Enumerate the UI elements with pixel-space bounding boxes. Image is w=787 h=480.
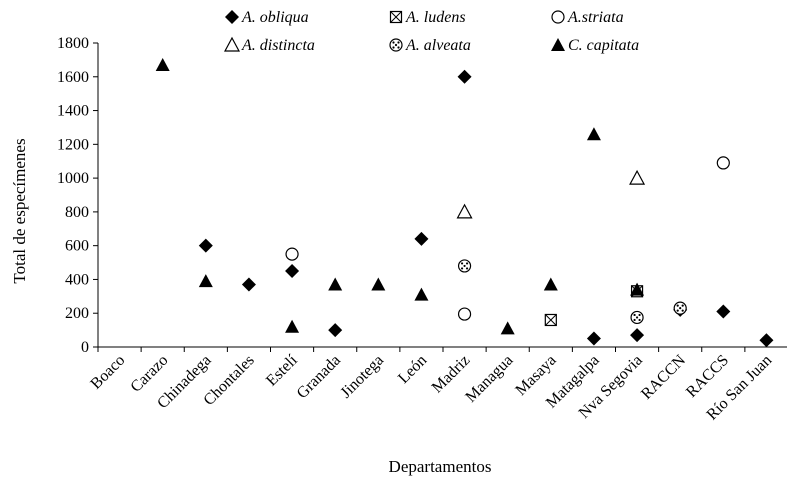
legend-marker: [389, 38, 403, 52]
data-point: [630, 328, 645, 343]
legend-label: A. ludens: [405, 9, 466, 26]
x-tick-label: León: [395, 352, 430, 387]
y-tick-label: 1400: [57, 103, 89, 120]
data-point: [328, 277, 343, 291]
data-point: [759, 333, 774, 348]
legend-marker: [551, 38, 565, 51]
data-point: [716, 156, 730, 170]
data-point: [457, 259, 472, 273]
data-point: [198, 238, 213, 253]
data-point: [457, 69, 472, 84]
legend-marker: [225, 10, 239, 24]
data-point: [673, 301, 687, 315]
legend-item: A. obliqua: [225, 9, 309, 26]
x-tick-label: Granada: [294, 352, 344, 402]
axes: [97, 43, 787, 348]
data-point: [371, 277, 386, 291]
legend-marker: [389, 10, 403, 24]
data-points: [155, 57, 774, 348]
y-tick-label: 400: [65, 271, 89, 288]
y-tick-label: 600: [65, 238, 89, 255]
data-point: [543, 277, 558, 291]
data-point: [586, 331, 601, 346]
y-tick-label: 1200: [57, 136, 89, 153]
data-point: [630, 310, 644, 325]
data-point: [629, 169, 646, 185]
x-axis-title: Departamentos: [389, 457, 492, 476]
y-tick-label: 800: [65, 204, 89, 221]
legend-marker: [551, 10, 565, 24]
y-tick-label: 1600: [57, 69, 89, 86]
legend-item: A. ludens: [389, 9, 466, 26]
x-tick-label: Boaco: [87, 352, 128, 393]
data-point: [630, 282, 645, 296]
y-tick-label: 0: [81, 339, 89, 356]
data-point: [285, 247, 299, 261]
y-axis-ticks: 0 200 400 600 800 1000 1200 1400 1600 1800: [57, 35, 98, 356]
y-axis-title: Total de especímenes: [10, 138, 29, 283]
data-point: [155, 57, 170, 71]
y-tick-label: 200: [65, 305, 89, 322]
data-point: [457, 307, 472, 321]
data-point: [500, 321, 515, 335]
legend-item: A. alveata: [389, 37, 471, 54]
legend-label: A. obliqua: [241, 9, 309, 26]
legend-item: C. capitata: [551, 37, 639, 54]
data-point: [285, 264, 300, 278]
x-tick-label: RACCN: [638, 351, 689, 402]
legend-label: A. distincta: [241, 37, 315, 54]
data-point: [544, 313, 557, 327]
data-point: [716, 304, 731, 319]
legend-marker: [223, 36, 241, 52]
x-tick-label: Jinotega: [337, 352, 387, 402]
legend: A. obliqua A. ludens A.striata A. distincta…: [223, 9, 639, 54]
legend-label: A. alveata: [405, 37, 471, 54]
data-point: [414, 287, 429, 301]
x-tick-label: Managua: [462, 352, 516, 406]
data-point: [285, 319, 300, 333]
data-point: [586, 127, 601, 141]
x-tick-label: Estelí: [263, 351, 301, 389]
y-tick-label: 1800: [57, 35, 89, 52]
y-tick-label: 1000: [57, 170, 89, 187]
data-point: [456, 203, 473, 219]
legend-item: A.striata: [551, 9, 624, 26]
legend-label: A.striata: [567, 9, 624, 26]
data-point: [241, 277, 256, 292]
data-point: [328, 323, 343, 338]
data-point: [198, 274, 213, 288]
legend-label: C. capitata: [568, 37, 639, 54]
data-point: [414, 231, 429, 246]
legend-item: A. distincta: [223, 36, 315, 54]
